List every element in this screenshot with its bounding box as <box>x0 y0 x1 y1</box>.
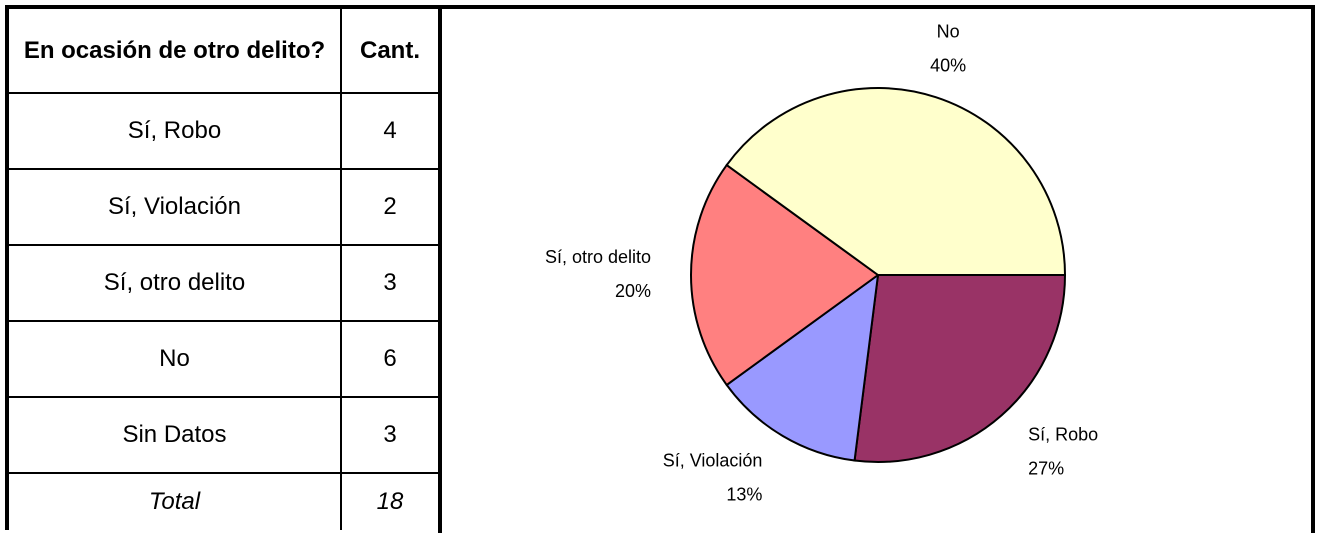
slice-value-label: 27% <box>1028 459 1064 479</box>
slice-value-label: 13% <box>726 485 762 505</box>
slice-label: Sí, otro delito <box>545 247 651 267</box>
cell: 3 <box>340 396 441 474</box>
cell: 3 <box>340 244 441 322</box>
chart: Sí, Robo 27% Sí, Violación 13% Sí, otro deli… <box>438 5 1315 533</box>
cell: Sin Datos <box>6 396 342 474</box>
pie-slice <box>725 87 1067 276</box>
total-cell: 18 <box>340 472 441 530</box>
slice-label: Sí, Robo <box>1028 425 1098 445</box>
cell: Sí, Violación <box>6 168 342 246</box>
cell: No <box>6 320 342 398</box>
header-cell: Cant. <box>340 6 441 94</box>
pie-slice <box>690 163 880 387</box>
slice-label: No <box>937 21 960 41</box>
cell: 4 <box>340 92 441 170</box>
slice-value-label: 20% <box>615 281 651 301</box>
header-cell: En ocasión de otro delito? <box>6 6 342 94</box>
slice-label: Sí, Violación <box>663 451 763 471</box>
pie-slice <box>853 274 1067 463</box>
cell: Sí, Robo <box>6 92 342 170</box>
pie-slice <box>725 272 880 462</box>
data-table: En ocasión de otro delito? Cant. Sí, Robo… <box>5 5 442 530</box>
cell: 2 <box>340 168 441 246</box>
slice-value-label: 40% <box>930 55 966 75</box>
total-cell: Total <box>6 472 342 530</box>
cell: 6 <box>340 320 441 398</box>
cell: Sí, otro delito <box>6 244 342 322</box>
